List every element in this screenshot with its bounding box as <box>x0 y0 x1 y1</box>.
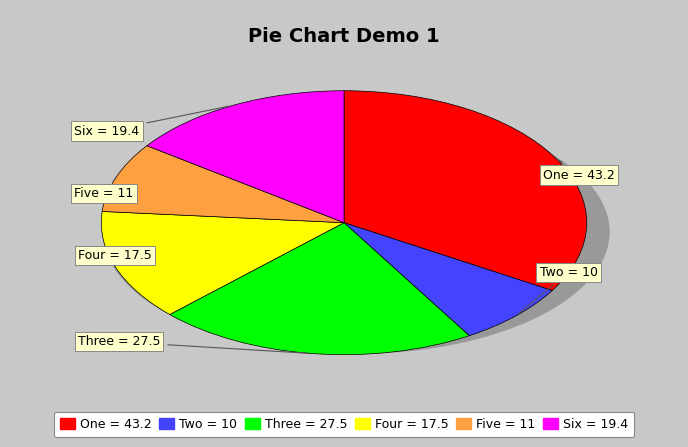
Wedge shape <box>344 223 552 336</box>
Text: Pie Chart Demo 1: Pie Chart Demo 1 <box>248 27 440 46</box>
Wedge shape <box>344 91 587 291</box>
Wedge shape <box>147 91 344 223</box>
Text: Two = 10: Two = 10 <box>519 266 598 313</box>
Text: Three = 27.5: Three = 27.5 <box>78 335 308 353</box>
Text: Four = 17.5: Four = 17.5 <box>78 249 151 267</box>
Text: Five = 11: Five = 11 <box>74 177 133 200</box>
Legend: One = 43.2, Two = 10, Three = 27.5, Four = 17.5, Five = 11, Six = 19.4: One = 43.2, Two = 10, Three = 27.5, Four… <box>54 412 634 438</box>
Text: One = 43.2: One = 43.2 <box>543 160 614 181</box>
Text: Six = 19.4: Six = 19.4 <box>74 106 229 138</box>
Wedge shape <box>102 146 344 223</box>
Ellipse shape <box>103 110 609 353</box>
Wedge shape <box>170 223 469 354</box>
Wedge shape <box>101 211 344 315</box>
